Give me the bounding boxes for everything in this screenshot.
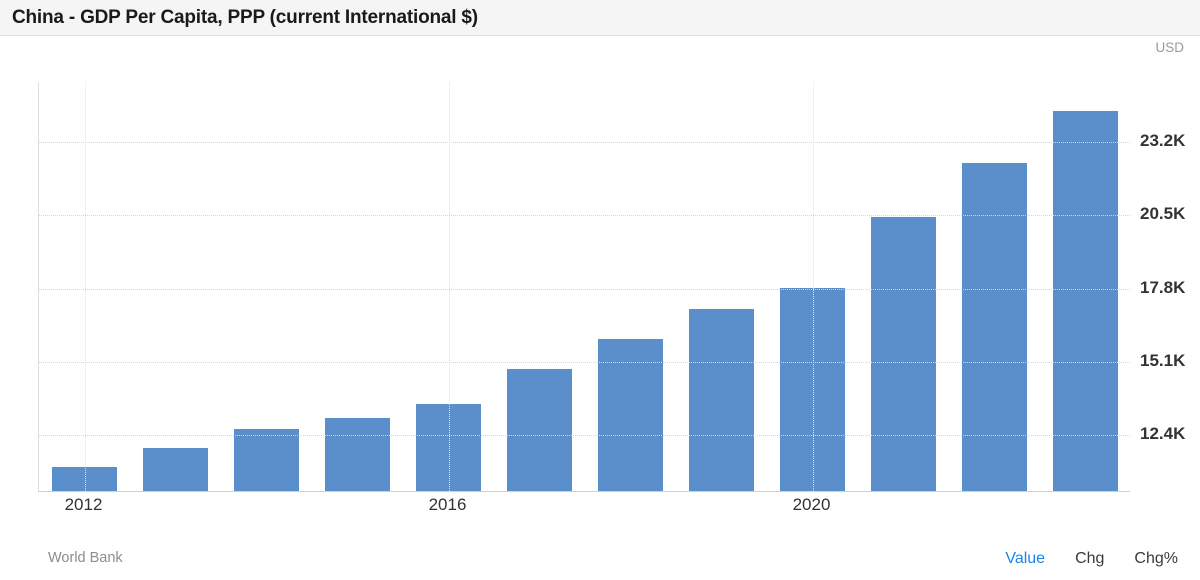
- bar[interactable]: [415, 404, 482, 491]
- x-axis-tick-label: 2020: [792, 495, 831, 514]
- tab-chgpct[interactable]: Chg%: [1134, 550, 1178, 567]
- source-label: World Bank: [48, 550, 123, 566]
- grid-line: [39, 288, 1130, 290]
- bar-series: [39, 82, 1130, 491]
- y-axis-tick-label: 17.8K: [1140, 277, 1186, 297]
- bar[interactable]: [961, 162, 1028, 491]
- grid-line: [39, 215, 1130, 217]
- grid-line-vertical: [84, 82, 86, 491]
- grid-line: [39, 361, 1130, 363]
- grid-line: [39, 435, 1130, 436]
- grid-line-vertical: [448, 82, 450, 491]
- y-axis-tick-label: 20.5K: [1140, 204, 1186, 224]
- bar[interactable]: [688, 309, 755, 491]
- bar[interactable]: [142, 447, 209, 491]
- x-axis-tick-label: 2012: [64, 495, 103, 514]
- x-axis-tick-label: 2016: [428, 495, 467, 514]
- y-axis-tick-label: 12.4K: [1140, 424, 1186, 443]
- tab-value[interactable]: Value: [1005, 550, 1046, 567]
- bar[interactable]: [597, 339, 664, 491]
- plot-region: [38, 82, 1130, 492]
- footer-bar: World Bank Value Chg Chg%: [0, 540, 1200, 580]
- grid-line: [39, 142, 1130, 143]
- grid-line-vertical: [812, 82, 814, 491]
- x-axis-labels: 2012 2016 2020: [0, 495, 1200, 525]
- bar[interactable]: [870, 216, 937, 491]
- units-label: USD: [1155, 40, 1184, 55]
- view-tabs: Value Chg Chg%: [1001, 548, 1182, 570]
- y-axis-labels: 12.4K 15.1K 17.8K 20.5K 23.2K: [1140, 62, 1200, 512]
- tab-chg[interactable]: Chg: [1075, 550, 1105, 567]
- y-axis-tick-label: 15.1K: [1140, 350, 1186, 370]
- bar[interactable]: [51, 466, 118, 491]
- bar[interactable]: [779, 287, 846, 491]
- bar[interactable]: [324, 417, 391, 491]
- y-axis-tick-label: 23.2K: [1140, 131, 1186, 150]
- bar[interactable]: [506, 368, 573, 491]
- chart-area: [0, 62, 1200, 512]
- page-title: China - GDP Per Capita, PPP (current Int…: [12, 6, 478, 28]
- header-bar: China - GDP Per Capita, PPP (current Int…: [0, 0, 1200, 36]
- bar[interactable]: [233, 428, 300, 491]
- bar[interactable]: [1052, 111, 1119, 491]
